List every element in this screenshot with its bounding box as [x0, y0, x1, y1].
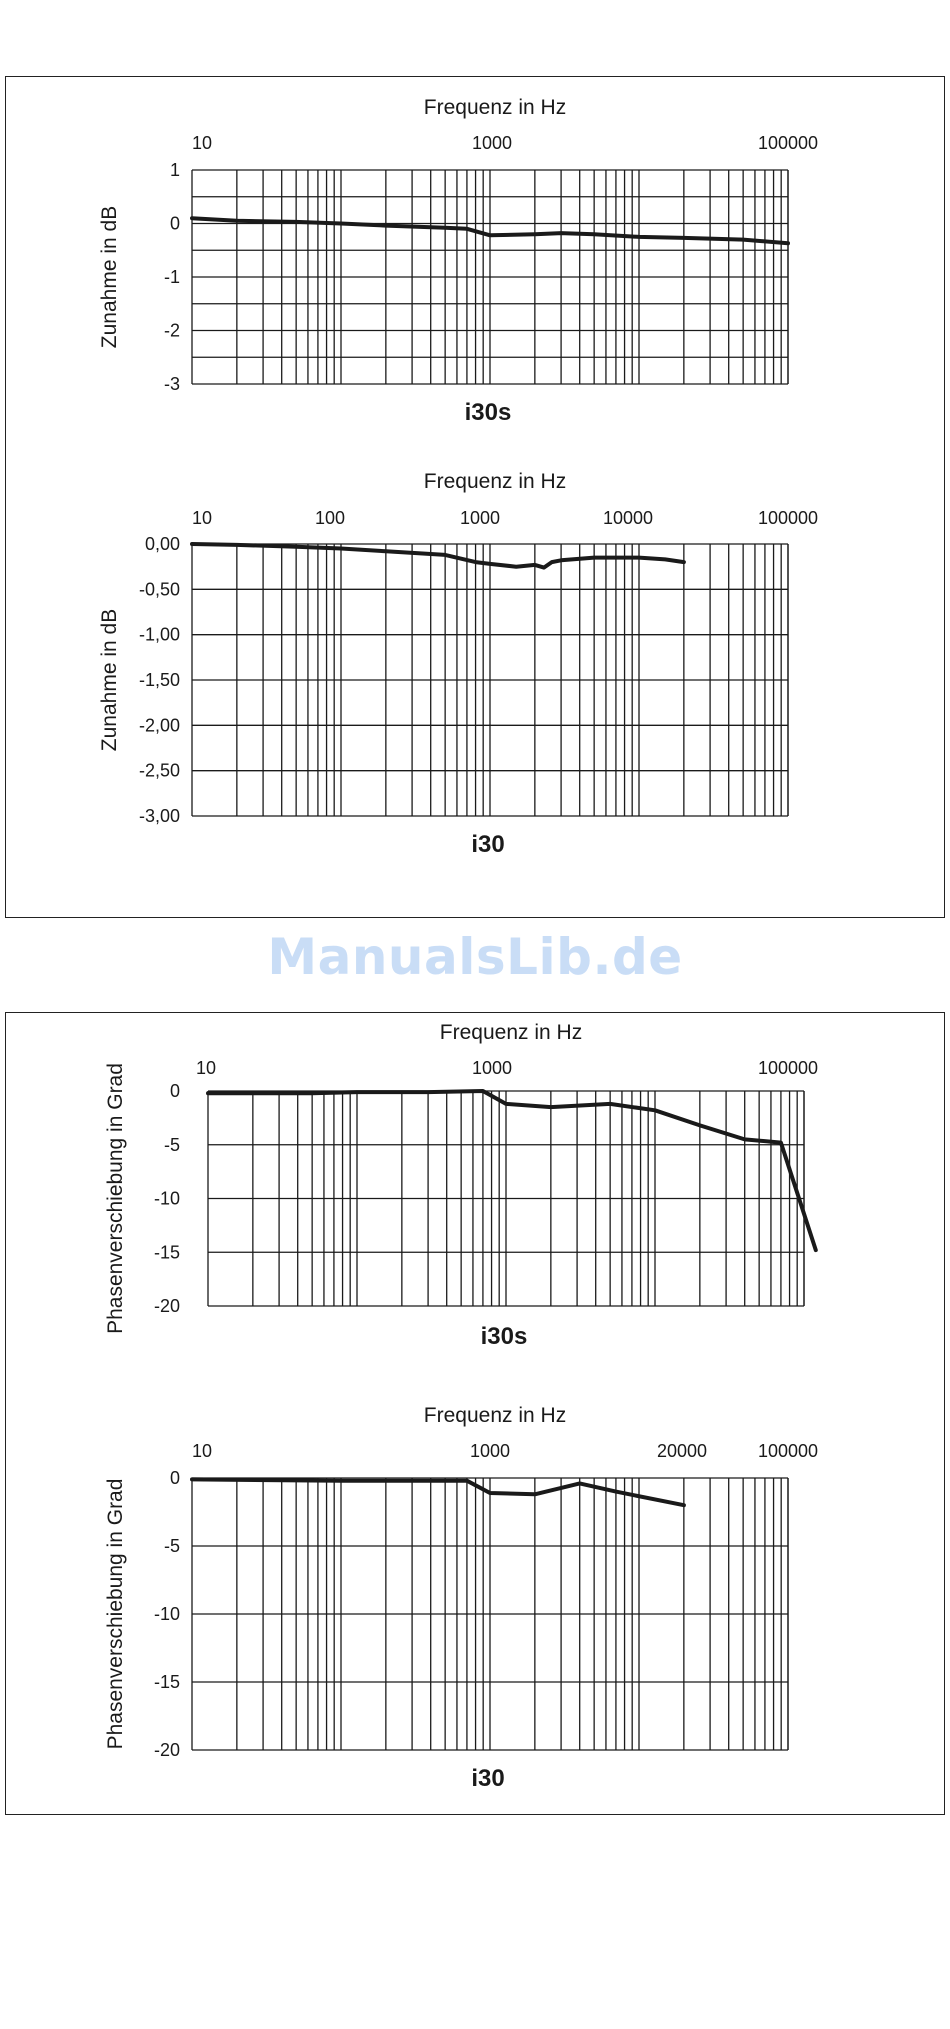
x-tick-label: 100000 [758, 508, 818, 528]
y-tick-label: -5 [164, 1135, 180, 1155]
x-tick-label: 10 [192, 133, 212, 153]
x-axis-label: Frequenz in Hz [424, 470, 566, 493]
y-tick-label: -2,00 [139, 715, 180, 735]
x-tick-label: 10 [192, 508, 212, 528]
y-tick-label: -2 [164, 321, 180, 341]
chart-title: i30 [471, 1765, 504, 1792]
y-tick-label: -20 [154, 1740, 180, 1760]
y-tick-label: -3,00 [139, 806, 180, 826]
chart-title: i30s [465, 399, 512, 426]
x-tick-label: 100000 [758, 1441, 818, 1461]
grid [207, 1090, 805, 1307]
x-tick-label: 1000 [472, 133, 512, 153]
y-tick-label: 0 [170, 214, 180, 234]
y-tick-label: 0 [170, 1081, 180, 1101]
y-axis-label: Zunahme in dB [98, 206, 121, 348]
y-axis-label: Phasenverschiebung in Grad [104, 1063, 127, 1334]
y-axis-label: Zunahme in dB [98, 609, 121, 751]
y-tick-label: -15 [154, 1672, 180, 1692]
series-line [190, 216, 790, 246]
x-tick-label: 1000 [472, 1058, 512, 1078]
y-tick-label: -10 [154, 1604, 180, 1624]
y-tick-label: 1 [170, 160, 180, 180]
x-axis-label: Frequenz in Hz [440, 1021, 582, 1044]
y-tick-label: -2,50 [139, 761, 180, 781]
series-line [206, 1089, 818, 1253]
x-axis-label: Frequenz in Hz [424, 1404, 566, 1427]
x-tick-label: 10 [196, 1058, 216, 1078]
chart-title: i30s [481, 1323, 528, 1350]
x-tick-label: 1000 [460, 508, 500, 528]
x-axis-label: Frequenz in Hz [424, 96, 566, 119]
x-tick-label: 20000 [657, 1441, 707, 1461]
grid [191, 1477, 789, 1751]
grid [191, 543, 789, 817]
y-tick-label: -5 [164, 1536, 180, 1556]
series-line [190, 1477, 686, 1508]
x-tick-label: 1000 [470, 1441, 510, 1461]
x-tick-label: 100000 [758, 1058, 818, 1078]
y-tick-label: -1,00 [139, 625, 180, 645]
y-tick-label: 0 [170, 1468, 180, 1488]
y-tick-label: -1 [164, 267, 180, 287]
x-tick-label: 100 [315, 508, 345, 528]
series-line [190, 542, 686, 570]
watermark: ManualsLib.de [267, 928, 683, 986]
x-tick-label: 10000 [603, 508, 653, 528]
y-tick-label: -15 [154, 1242, 180, 1262]
y-tick-label: -10 [154, 1189, 180, 1209]
x-tick-label: 100000 [758, 133, 818, 153]
y-tick-label: -0,50 [139, 579, 180, 599]
y-tick-label: -3 [164, 374, 180, 394]
y-tick-label: 0,00 [145, 534, 180, 554]
chart-title: i30 [471, 831, 504, 858]
y-tick-label: -20 [154, 1296, 180, 1316]
x-tick-label: 10 [192, 1441, 212, 1461]
y-tick-label: -1,50 [139, 670, 180, 690]
y-axis-label: Phasenverschiebung in Grad [104, 1479, 127, 1750]
grid [191, 169, 789, 385]
